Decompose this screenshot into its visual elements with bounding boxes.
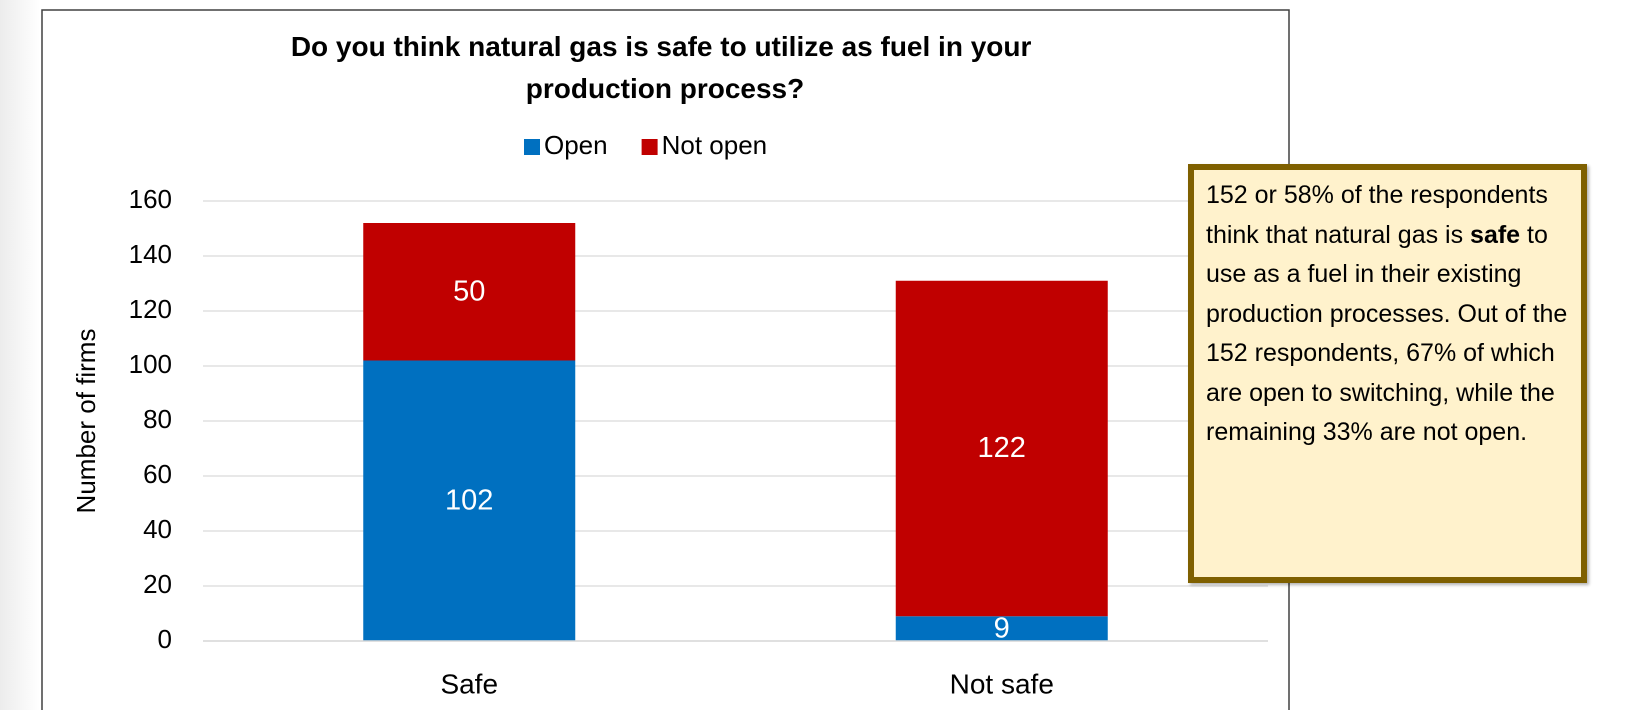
- y-tick-label: 140: [129, 239, 172, 269]
- callout-text: to use as a fuel in their existing produ…: [1206, 220, 1568, 447]
- x-tick-label: Not safe: [950, 668, 1054, 699]
- y-tick-label: 40: [143, 514, 172, 544]
- chart-title-text: Do you think natural gas is safe to util…: [291, 31, 1039, 104]
- y-tick-label: 120: [129, 294, 172, 324]
- x-tick-label: Safe: [440, 668, 498, 699]
- y-tick-label: 60: [143, 459, 172, 489]
- legend-swatch: [641, 139, 658, 155]
- data-label: 102: [445, 484, 493, 516]
- y-tick-label: 80: [143, 404, 172, 434]
- y-tick-label: 0: [158, 624, 172, 654]
- bar-segment: [363, 360, 576, 641]
- callout-bold: safe: [1470, 220, 1521, 249]
- data-label: 9: [994, 612, 1010, 644]
- data-label: 122: [978, 432, 1026, 464]
- bar-segment: [895, 616, 1108, 641]
- legend-label: Open: [544, 130, 608, 160]
- bar-segment: [895, 280, 1108, 617]
- y-tick-label: 20: [143, 569, 172, 599]
- callout: 152 or 58% of the respondents think that…: [1188, 164, 1587, 583]
- y-axis-label: Number of firms: [71, 329, 101, 514]
- data-label: 50: [453, 275, 485, 307]
- legend-label: Not open: [662, 130, 768, 160]
- callout-text: 152 or 58% of the respondents think that…: [1206, 181, 1548, 249]
- bar-segment: [363, 223, 576, 361]
- chart-title: Do you think natural gas is safe to util…: [291, 31, 1039, 104]
- legend-swatch: [524, 139, 540, 155]
- y-tick-label: 160: [129, 184, 172, 214]
- y-tick-label: 100: [129, 349, 172, 379]
